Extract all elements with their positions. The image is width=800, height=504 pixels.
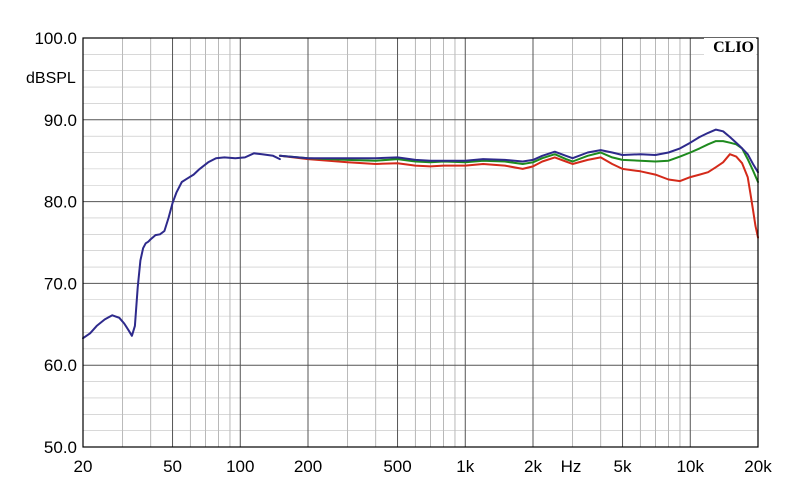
x-tick-labels: 20 50 100 200 500 1k 2k 5k 10k 20k <box>74 457 773 476</box>
y-tick-label: 50.0 <box>44 438 77 457</box>
x-tick-label: 20 <box>74 457 93 476</box>
series-layer <box>82 128 759 340</box>
plot-frame <box>82 37 759 448</box>
x-tick-label: 100 <box>226 457 254 476</box>
x-tick-label: 20k <box>744 457 772 476</box>
x-tick-label: 500 <box>383 457 411 476</box>
y-tick-labels: 100.0 90.0 80.0 70.0 60.0 50.0 <box>34 29 77 457</box>
y-tick-label: 60.0 <box>44 356 77 375</box>
x-tick-label: 2k <box>524 457 542 476</box>
x-tick-label: 5k <box>614 457 632 476</box>
x-tick-label: 10k <box>677 457 705 476</box>
brand-backdrop <box>704 38 756 56</box>
y-tick-label: 100.0 <box>34 29 77 48</box>
minor-grid <box>83 38 758 447</box>
y-tick-label: 80.0 <box>44 193 77 212</box>
series-line <box>278 153 759 239</box>
y-axis-label: dBSPL <box>26 70 76 87</box>
x-tick-label: 200 <box>294 457 322 476</box>
x-tick-label: 50 <box>163 457 182 476</box>
series-line <box>278 140 759 183</box>
series-line <box>82 152 281 340</box>
brand-label: CLIO <box>713 39 754 56</box>
y-tick-label: 90.0 <box>44 111 77 130</box>
major-grid <box>83 38 758 447</box>
y-tick-label: 70.0 <box>44 274 77 293</box>
series-line <box>278 128 759 174</box>
x-tick-label: 1k <box>456 457 474 476</box>
x-axis-unit-label: Hz <box>561 457 582 476</box>
